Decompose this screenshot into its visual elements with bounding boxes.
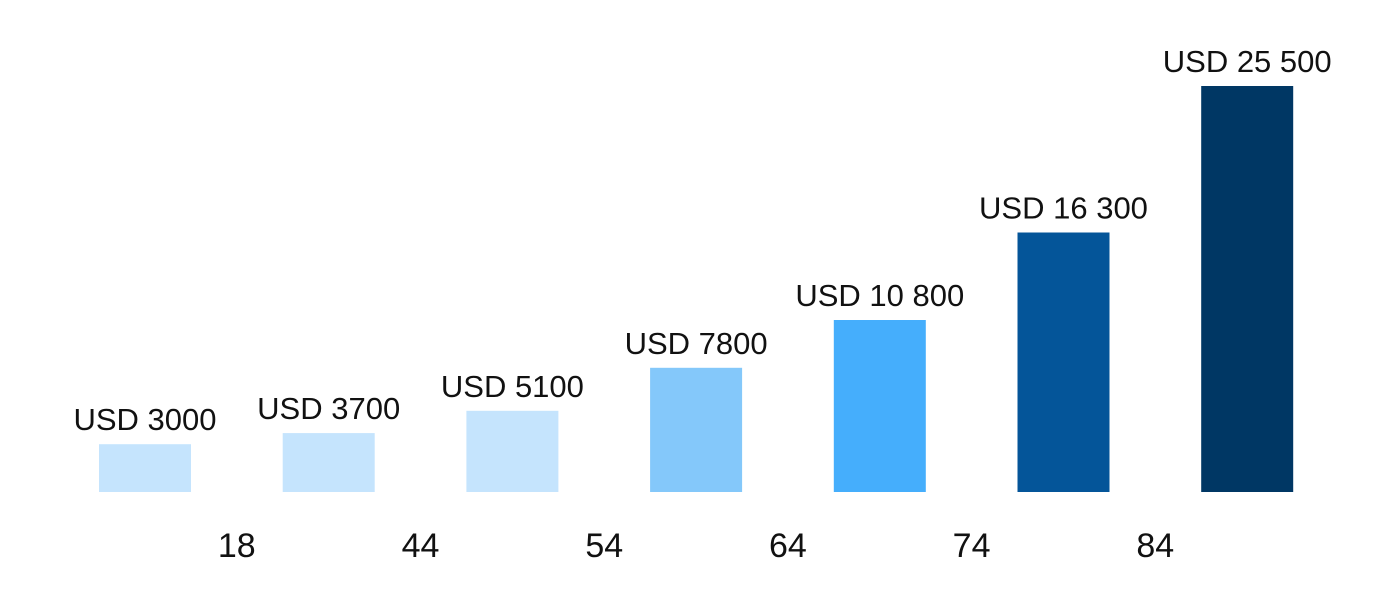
data-label-6: USD 25 500	[1163, 44, 1332, 79]
bar-2	[466, 410, 559, 492]
x-tick-label-4: 74	[953, 527, 991, 565]
data-label-0: USD 3000	[73, 402, 216, 437]
x-tick-label-3: 64	[769, 527, 807, 565]
bars-group	[99, 86, 1294, 492]
x-tick-label-5: 84	[1136, 527, 1174, 565]
x-tick-label-1: 44	[402, 527, 440, 565]
data-labels-group: USD 3000 USD 3700 USD 5100 USD 7800 USD 10 8…	[73, 44, 1331, 437]
bar-0	[99, 444, 191, 492]
bar-4	[833, 320, 926, 492]
x-tick-label-0: 18	[218, 527, 256, 565]
data-label-5: USD 16 300	[979, 191, 1148, 226]
bar-1	[282, 433, 375, 492]
data-label-2: USD 5100	[441, 369, 584, 404]
x-tick-label-2: 54	[585, 527, 623, 565]
bar-6	[1201, 86, 1294, 492]
data-label-1: USD 3700	[257, 391, 400, 426]
data-label-4: USD 10 800	[795, 278, 964, 313]
x-tick-labels-group: 18 44 54 64 74 84	[218, 527, 1174, 565]
data-label-3: USD 7800	[625, 326, 768, 361]
bar-3	[650, 367, 743, 492]
bar-5	[1017, 232, 1110, 492]
